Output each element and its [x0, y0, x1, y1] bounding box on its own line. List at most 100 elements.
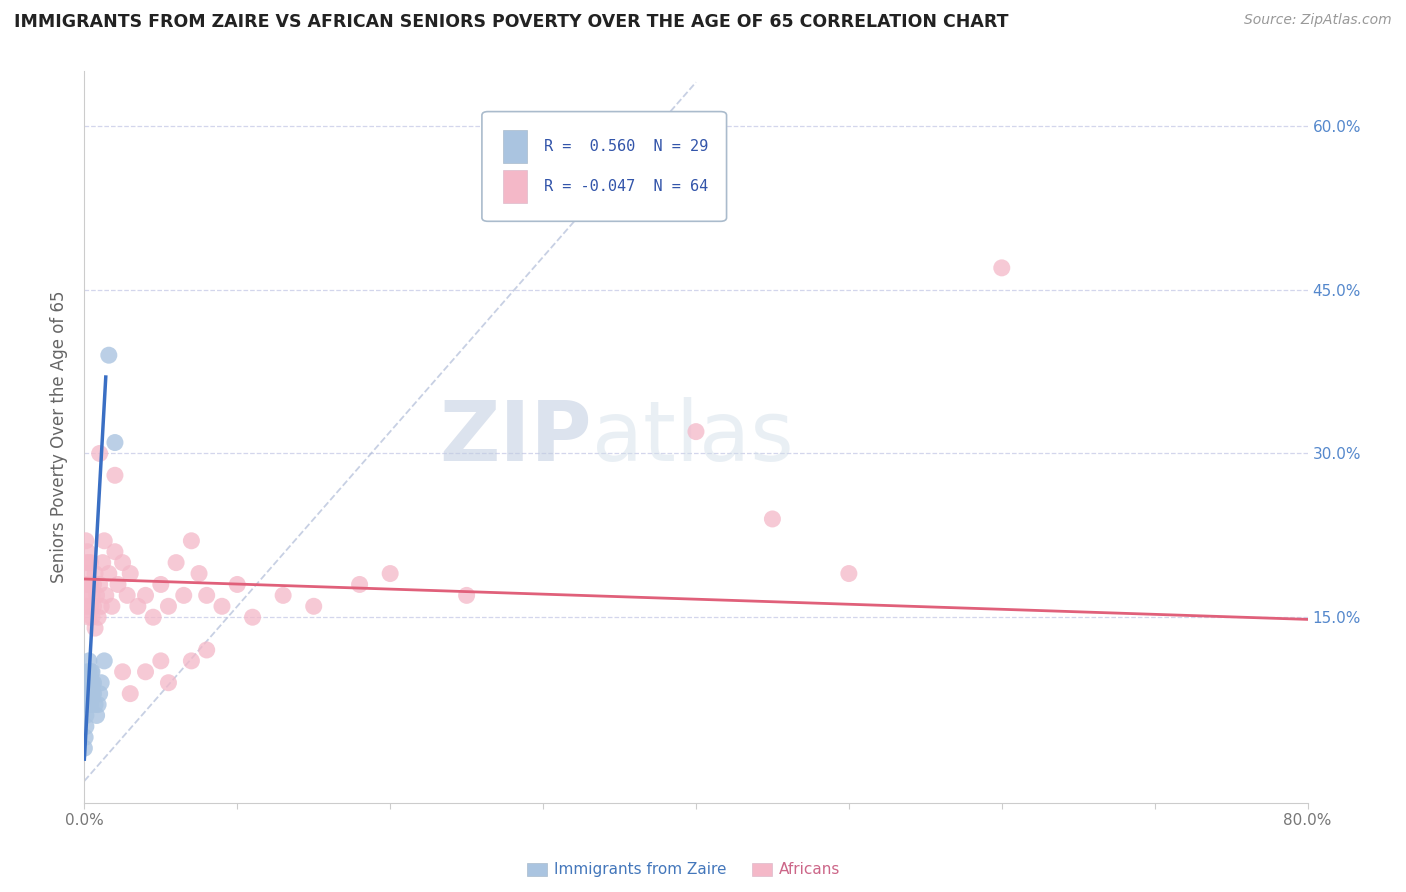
- Point: [157, 675, 180, 690]
- Point: [79, 577, 101, 591]
- Point: [120, 566, 142, 581]
- Point: [75, 719, 97, 733]
- Point: [76, 566, 98, 581]
- Point: [180, 654, 202, 668]
- Point: [79, 599, 101, 614]
- Point: [76, 675, 98, 690]
- Point: [83, 577, 105, 591]
- Point: [91, 556, 114, 570]
- Point: [349, 577, 371, 591]
- Point: [135, 665, 157, 679]
- Point: [79, 675, 101, 690]
- Point: [77, 610, 100, 624]
- Point: [75, 731, 97, 745]
- Point: [685, 425, 707, 439]
- Point: [165, 556, 187, 570]
- Point: [79, 556, 101, 570]
- Text: Immigrants from Zaire: Immigrants from Zaire: [554, 863, 727, 877]
- Text: atlas: atlas: [592, 397, 794, 477]
- Point: [991, 260, 1014, 275]
- Point: [80, 665, 103, 679]
- Point: [149, 577, 172, 591]
- Point: [75, 556, 97, 570]
- Text: Source: ZipAtlas.com: Source: ZipAtlas.com: [1244, 13, 1392, 28]
- Point: [76, 687, 98, 701]
- Point: [75, 577, 97, 591]
- Point: [93, 654, 115, 668]
- Point: [120, 687, 142, 701]
- Point: [195, 588, 218, 602]
- Point: [87, 698, 110, 712]
- Point: [75, 533, 97, 548]
- Point: [94, 588, 117, 602]
- Point: [104, 435, 127, 450]
- Point: [83, 687, 105, 701]
- Point: [83, 599, 105, 614]
- Point: [89, 446, 111, 460]
- Point: [115, 588, 138, 602]
- Point: [188, 566, 211, 581]
- Point: [157, 599, 180, 614]
- Text: R =  0.560  N = 29: R = 0.560 N = 29: [544, 139, 709, 154]
- Point: [180, 533, 202, 548]
- Point: [75, 708, 97, 723]
- Point: [76, 545, 98, 559]
- Point: [149, 654, 172, 668]
- Point: [211, 599, 233, 614]
- Point: [97, 566, 120, 581]
- Point: [242, 610, 264, 624]
- Point: [84, 698, 107, 712]
- Point: [111, 556, 134, 570]
- Point: [226, 577, 249, 591]
- Point: [87, 610, 110, 624]
- Point: [104, 468, 127, 483]
- Point: [90, 599, 112, 614]
- Text: IMMIGRANTS FROM ZAIRE VS AFRICAN SENIORS POVERTY OVER THE AGE OF 65 CORRELATION : IMMIGRANTS FROM ZAIRE VS AFRICAN SENIORS…: [14, 13, 1008, 31]
- Point: [77, 577, 100, 591]
- Point: [77, 687, 100, 701]
- Text: R = -0.047  N = 64: R = -0.047 N = 64: [544, 179, 709, 194]
- Point: [93, 533, 115, 548]
- Point: [195, 643, 218, 657]
- Point: [761, 512, 783, 526]
- Point: [76, 698, 98, 712]
- Point: [77, 665, 100, 679]
- FancyBboxPatch shape: [482, 112, 727, 221]
- Point: [80, 675, 103, 690]
- Point: [89, 687, 111, 701]
- Text: ZIP: ZIP: [440, 397, 592, 477]
- Point: [101, 599, 124, 614]
- Point: [80, 665, 103, 679]
- FancyBboxPatch shape: [503, 170, 527, 203]
- Point: [80, 610, 103, 624]
- Point: [86, 708, 108, 723]
- Point: [380, 566, 402, 581]
- Point: [80, 687, 103, 701]
- Point: [73, 741, 96, 756]
- Point: [127, 599, 149, 614]
- Point: [107, 577, 129, 591]
- Point: [77, 654, 100, 668]
- Point: [86, 588, 108, 602]
- Point: [838, 566, 860, 581]
- Point: [76, 588, 98, 602]
- FancyBboxPatch shape: [503, 130, 527, 163]
- Point: [77, 675, 100, 690]
- Point: [142, 610, 165, 624]
- Y-axis label: Seniors Poverty Over the Age of 65: Seniors Poverty Over the Age of 65: [51, 291, 69, 583]
- Point: [271, 588, 294, 602]
- Point: [76, 665, 98, 679]
- Point: [90, 675, 112, 690]
- Point: [76, 599, 98, 614]
- Point: [80, 588, 103, 602]
- Point: [302, 599, 325, 614]
- Text: Africans: Africans: [779, 863, 841, 877]
- Point: [89, 577, 111, 591]
- Point: [77, 698, 100, 712]
- Point: [104, 545, 127, 559]
- Point: [84, 621, 107, 635]
- Point: [135, 588, 157, 602]
- Point: [79, 698, 101, 712]
- Point: [173, 588, 195, 602]
- Point: [456, 588, 478, 602]
